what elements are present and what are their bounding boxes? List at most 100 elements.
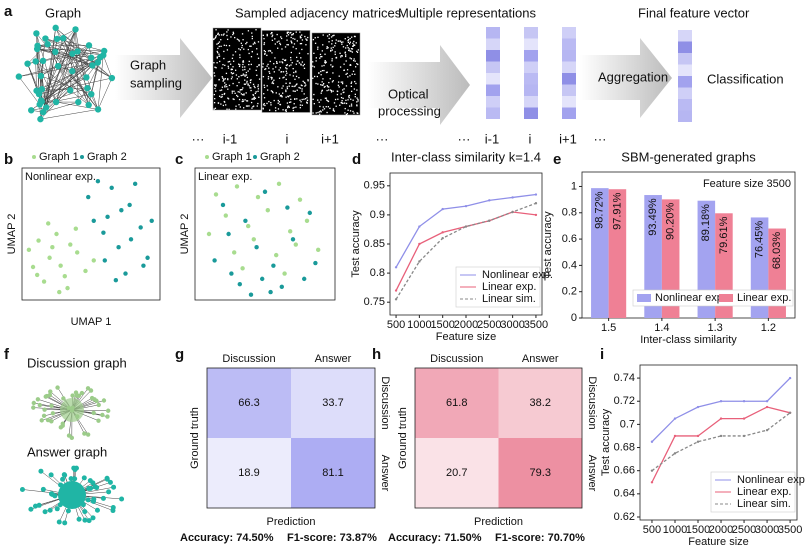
matrix-pixel [304,68,305,69]
matrix-pixel [228,61,229,62]
edge [40,109,98,119]
matrix-pixel [334,45,335,46]
data-label: 89.18% [700,204,712,242]
matrix-pixel [248,30,249,31]
matrix-pixel [268,101,269,102]
matrix-pixel [239,99,240,100]
point [395,298,397,300]
matrix-pixel [234,37,235,38]
matrix-pixel [258,97,259,98]
matrix-pixel [233,91,234,92]
matrix-pixel [219,90,220,91]
matrix-pixel [313,53,314,54]
matrix-pixel [264,85,265,86]
matrix-pixel [345,47,346,48]
node [49,419,53,423]
matrix-pixel [243,60,244,61]
point [674,435,676,437]
matrix-pixel [242,64,243,65]
matrix-pixel [252,98,253,99]
point [280,285,284,289]
matrix-pixel [304,83,305,84]
matrix-pixel [337,91,338,92]
node [48,508,53,513]
matrix-pixel [341,44,342,45]
label: i [529,131,532,146]
point [83,269,87,273]
matrix-pixel [267,85,268,86]
point [316,248,320,252]
matrix-pixel [238,64,239,65]
matrix-pixel [345,52,346,53]
matrix-pixel [348,97,349,98]
matrix-pixel [216,43,217,44]
hub [58,481,86,509]
matrix-pixel [215,29,216,30]
hub [60,398,84,422]
matrix-pixel [317,83,318,84]
matrix-pixel [351,81,352,82]
matrix-pixel [271,36,272,37]
panel-label: d [352,151,361,168]
point [141,263,145,267]
node [32,401,36,405]
matrix-pixel [227,29,228,30]
matrix-pixel [287,102,288,103]
axes-frame [195,168,335,300]
node [34,46,40,52]
matrix-pixel [255,29,256,30]
matrix-pixel [248,64,249,65]
matrix-pixel [226,35,227,36]
matrix-pixel [248,70,249,71]
data-label: 98.72% [594,191,606,229]
point [441,237,443,239]
matrix-pixel [266,66,267,67]
node [16,73,22,79]
matrix-pixel [319,58,320,59]
y-tick-label: 0.75 [364,296,385,308]
legend-label: Linear sim. [737,498,791,510]
matrix-pixel [355,66,356,67]
matrix-pixel [343,64,344,65]
point [674,417,676,419]
y-axis-label: Test accuracy [350,210,362,278]
matrix-pixel [295,107,296,108]
matrix-pixel [253,97,254,98]
matrix-pixel [349,48,350,49]
matrix-pixel [287,64,288,65]
matrix-pixel [355,96,356,97]
matrix-pixel [293,107,294,108]
cell-label: 33.7 [322,397,343,409]
node [52,493,57,498]
panel-label: a [4,3,13,20]
panel-label: i [600,346,604,363]
matrix-pixel [232,92,233,93]
y-axis-label: Ground truth [189,407,201,469]
matrix-pixel [289,102,290,103]
matrix-pixel [290,101,291,102]
point [145,256,149,260]
label: Aggregation [598,69,668,84]
node [70,436,74,440]
matrix-pixel [354,58,355,59]
matrix-pixel [329,34,330,35]
x-tick-label: 1.4 [654,322,669,334]
point [31,265,35,269]
point [766,406,768,408]
column-label: Discussion [430,353,483,365]
matrix-pixel [328,41,329,42]
x-tick-label: 500 [643,524,661,536]
matrix-pixel [288,32,289,33]
matrix-pixel [255,98,256,99]
matrix-pixel [275,66,276,67]
matrix-pixel [356,104,357,105]
node [77,393,81,397]
matrix-pixel [276,92,277,93]
matrix-pixel [347,99,348,100]
matrix-pixel [244,74,245,75]
matrix-pixel [224,82,225,83]
matrix-pixel [347,45,348,46]
y-tick-label: 0.72 [614,395,635,407]
matrix-pixel [326,90,327,91]
